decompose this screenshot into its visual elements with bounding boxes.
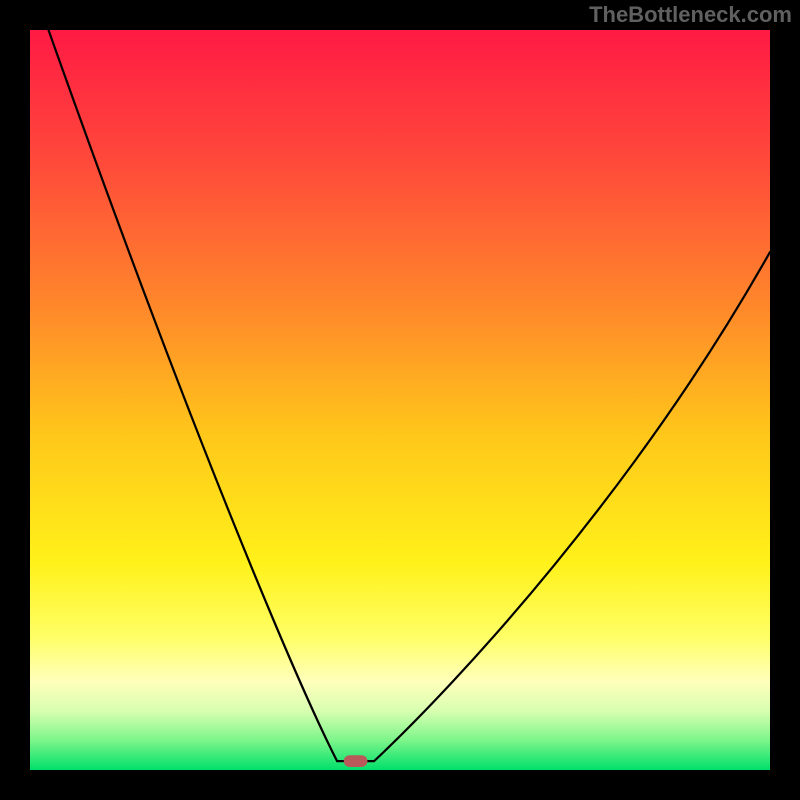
plot-background: [30, 30, 770, 770]
watermark-text: TheBottleneck.com: [589, 2, 792, 28]
bottleneck-chart: [30, 30, 770, 770]
chart-container: TheBottleneck.com: [0, 0, 800, 800]
optimal-point-marker: [344, 755, 368, 767]
